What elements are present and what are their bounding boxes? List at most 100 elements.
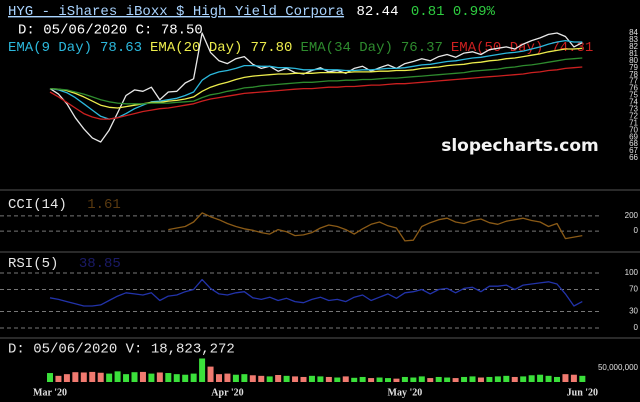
volume-bar [511, 376, 518, 382]
series-line [168, 212, 583, 242]
cci-title: CCI(14) [8, 197, 67, 213]
legend-name: EMA(34 Day) [300, 40, 392, 56]
volume-bar [190, 373, 197, 382]
y-tick-label: 72 [629, 111, 638, 120]
volume-bar [216, 374, 222, 382]
series-line [49, 39, 583, 120]
volume-bar [148, 373, 155, 382]
x-tick-label: Jun '20 [567, 387, 598, 398]
y-tick-label: 0 [634, 226, 639, 235]
watermark: slopecharts.com [441, 136, 599, 156]
y-tick-label: 80 [629, 56, 638, 65]
series-line [49, 47, 583, 109]
ticker-title[interactable]: HYG - iShares iBoxx $ High Yield Corpora [8, 4, 344, 20]
volume-bar [275, 375, 282, 382]
x-tick-label: Mar '20 [33, 387, 67, 398]
volume-bar [123, 374, 130, 382]
volume-bar [494, 376, 501, 382]
volume-bar [300, 376, 307, 382]
last-price: 82.44 [356, 4, 398, 20]
volume-bar [427, 378, 434, 382]
volume-bar [528, 375, 535, 382]
series-line [49, 66, 583, 120]
volume-bar [249, 375, 256, 382]
volume-bar [435, 376, 442, 382]
volume-bar [266, 376, 273, 382]
legend-value: 77.80 [250, 40, 292, 56]
volume-bar [63, 374, 70, 382]
volume-bar [241, 374, 248, 382]
panel-title: CCI(14) 1.61 [8, 197, 121, 213]
y-tick-label: 77 [629, 77, 638, 86]
volume-bar [342, 376, 349, 382]
panel-title: RSI(5) 38.85 [8, 256, 121, 272]
y-tick-label: 30 [629, 307, 638, 316]
y-tick-label: 50,000,000 [598, 363, 639, 372]
y-tick-label: 78 [629, 70, 638, 79]
x-tick-label: May '20 [388, 387, 423, 398]
volume-bar [47, 373, 53, 382]
volume-title: D: 05/06/2020 V: 18,823,272 [8, 342, 235, 358]
y-tick-label: 84 [629, 28, 638, 37]
volume-bar [139, 371, 146, 382]
y-tick-label: 70 [629, 125, 638, 134]
volume-bar [106, 373, 113, 382]
info-line: D: 05/06/2020 C: 78.50 [18, 23, 203, 39]
volume-bar [258, 375, 265, 382]
y-tick-label: 100 [625, 268, 639, 277]
volume-bar [359, 376, 366, 382]
volume-bar [537, 374, 544, 382]
y-tick-label: 70 [629, 285, 638, 294]
volume-bar [376, 377, 383, 382]
y-tick-label: 69 [629, 132, 638, 141]
volume-bar [452, 378, 459, 382]
y-tick-label: 67 [629, 146, 638, 155]
y-tick-label: 82 [629, 42, 638, 51]
rsi-value: 38.85 [79, 256, 121, 272]
volume-bar [469, 376, 476, 382]
volume-bar [477, 377, 484, 382]
volume-bar [182, 374, 189, 382]
rsi-title: RSI(5) [8, 256, 58, 272]
y-tick-label: 75 [629, 91, 638, 100]
volume-bar [89, 371, 96, 382]
volume-bar [232, 374, 239, 382]
price-change: 0.81 0.99% [411, 4, 496, 20]
y-tick-label: 74 [629, 98, 638, 107]
y-tick-label: 76 [629, 84, 638, 93]
volume-bar [283, 375, 290, 382]
volume-bar [503, 375, 510, 382]
volume-bar [486, 376, 493, 382]
volume-bar [308, 375, 315, 382]
volume-bar [351, 377, 358, 382]
legend-value: 78.63 [100, 40, 142, 56]
volume-bar [368, 378, 375, 382]
volume-bar [520, 376, 527, 382]
y-tick-label: 200 [625, 211, 639, 220]
series-line [49, 57, 583, 105]
volume-bar [385, 378, 391, 382]
volume-bar [444, 377, 451, 382]
y-tick-label: 83 [629, 35, 638, 44]
legend-value: 76.37 [401, 40, 443, 56]
volume-bar [131, 372, 138, 382]
volume-bar [579, 375, 586, 382]
volume-bar [156, 372, 163, 382]
y-tick-label: 71 [629, 118, 638, 127]
volume-bar [393, 378, 400, 382]
volume-bar [461, 376, 468, 382]
volume-bar [80, 372, 87, 382]
legend-name: EMA(9 Day) [8, 40, 92, 56]
volume-bar [55, 375, 62, 382]
volume-bar [97, 372, 104, 382]
volume-bar [72, 372, 79, 382]
volume-bar [207, 366, 214, 382]
x-tick-label: Apr '20 [211, 387, 243, 398]
volume-bar [114, 371, 121, 382]
volume-bar [554, 376, 560, 382]
volume-bar [334, 377, 341, 382]
volume-bar [410, 377, 417, 382]
series-line [49, 278, 583, 307]
